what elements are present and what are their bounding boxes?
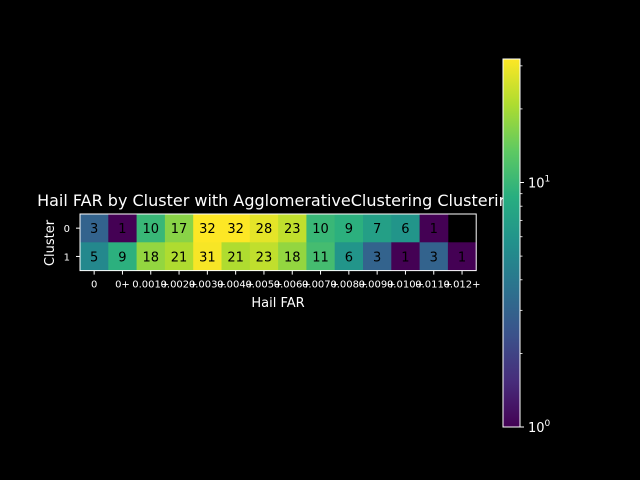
heatmap-cell <box>80 214 109 243</box>
x-tick-label: 0.010+ <box>387 280 424 291</box>
heatmap-cell <box>363 242 392 271</box>
heatmap-cell <box>278 242 307 271</box>
heatmap-cell <box>391 214 420 243</box>
heatmap-cell <box>419 242 449 271</box>
cell-value-label: 21 <box>171 250 188 265</box>
heatmap-cell <box>193 242 222 271</box>
x-tick-label: 0.008+ <box>330 280 367 291</box>
cell-value-label: 32 <box>199 222 216 237</box>
heatmap-cell <box>221 214 251 243</box>
heatmap-cell <box>306 214 336 243</box>
heatmap-cell <box>306 242 336 271</box>
heatmap-cell <box>391 242 420 271</box>
heatmap-cell <box>164 214 194 243</box>
cell-value-label: 3 <box>373 250 381 265</box>
axes: 0 0+ 0.001+0.002+0.003+0.004+0.005+0.006+0… <box>64 213 481 291</box>
plot-frame <box>79 213 477 272</box>
colorbar-gradient <box>502 58 521 428</box>
cell-value-label: 23 <box>256 250 273 265</box>
cell-value-label: 1 <box>401 250 409 265</box>
x-tick-label: 0.006+ <box>274 280 311 291</box>
cell-value-label: 1 <box>458 250 466 265</box>
heatmap-cell <box>221 242 251 271</box>
cell-value-label: 9 <box>345 222 353 237</box>
cell-value-label: 17 <box>171 222 188 237</box>
cell-value-label: 18 <box>284 250 301 265</box>
cell-value-label: 10 <box>312 222 329 237</box>
cell-value-label: 9 <box>118 250 126 265</box>
heatmap-cell <box>363 214 392 243</box>
heatmap-cell <box>136 214 166 243</box>
colorbar-tick-label: 101 <box>528 175 550 192</box>
heatmap-cell <box>136 242 166 271</box>
y-tick-label: 0 <box>64 224 70 235</box>
x-tick-label: 0.004+ <box>217 280 254 291</box>
cell-value-label: 18 <box>142 250 159 265</box>
cell-value-label: 3 <box>430 250 438 265</box>
heatmap-cell <box>447 242 477 271</box>
heatmap-cell <box>249 214 279 243</box>
x-tick-label: 0.009+ <box>359 280 396 291</box>
heatmap-cells: 3 1 10 17 32 32 28 23 10 9 7 6 15 9 18 21 31 21 23 18 11 6 3 1 3… <box>80 214 477 271</box>
cell-value-label: 32 <box>227 222 244 237</box>
x-tick-label: 0.003+ <box>189 280 226 291</box>
colorbar: 100 101 <box>502 58 551 436</box>
x-tick-label: 0.005+ <box>245 280 282 291</box>
cell-value-label: 28 <box>256 222 273 237</box>
colorbar-tick-label: 100 <box>528 419 551 436</box>
x-tick-label: 0+ <box>115 280 130 291</box>
heatmap-cell <box>419 214 449 243</box>
cell-value-label: 11 <box>312 250 329 265</box>
x-tick-label: 0.002+ <box>161 280 198 291</box>
cell-value-label: 6 <box>345 250 353 265</box>
cell-value-label: 1 <box>430 222 438 237</box>
cell-value-label: 7 <box>373 222 381 237</box>
cell-value-label: 3 <box>90 222 98 237</box>
heatmap-cell <box>164 242 194 271</box>
heatmap-cell <box>278 214 307 243</box>
x-axis-label: Hail FAR <box>251 296 304 311</box>
cell-value-label: 21 <box>227 250 244 265</box>
heatmap-cell <box>108 242 137 271</box>
cell-value-label: 31 <box>199 250 216 265</box>
x-tick-label: 0.007+ <box>302 280 339 291</box>
x-tick-label: 0.001+ <box>132 280 169 291</box>
heatmap-cell <box>249 242 279 271</box>
heatmap-cell <box>108 214 137 243</box>
heatmap-cell <box>80 242 109 271</box>
cell-value-label: 23 <box>284 222 301 237</box>
chart-title: Hail FAR by Cluster with AgglomerativeCl… <box>37 191 519 210</box>
cell-value-label: 1 <box>118 222 126 237</box>
cell-value-label: 5 <box>90 250 98 265</box>
heatmap-cell <box>334 214 364 243</box>
x-tick-label: 0.011+ <box>415 280 452 291</box>
cell-value-label: 6 <box>401 222 409 237</box>
cell-value-label: 10 <box>142 222 159 237</box>
heatmap-cell <box>193 214 222 243</box>
heatmap-cell <box>334 242 364 271</box>
y-tick-label: 1 <box>64 252 70 263</box>
x-tick-label: 0.012+ <box>444 280 481 291</box>
x-tick-label: 0 <box>91 280 97 291</box>
y-axis-label: Cluster <box>43 219 58 266</box>
